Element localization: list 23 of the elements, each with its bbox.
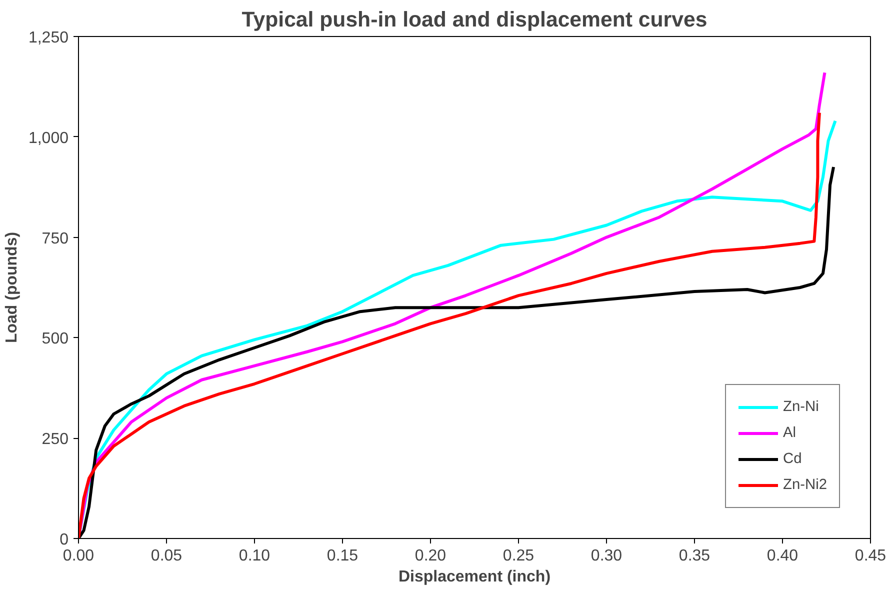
x-tick-label: 0.45 (854, 548, 886, 564)
legend-label: Al (783, 425, 798, 441)
y-tick-label: 500 (42, 330, 69, 348)
legend-label: Zn-Ni (783, 399, 819, 415)
y-tick-label: 250 (42, 431, 69, 448)
x-tick-label: 0.30 (590, 548, 622, 564)
y-tick-label: 0 (60, 532, 69, 548)
x-tick-label: 0.25 (502, 548, 534, 564)
x-tick-label: 0.40 (766, 548, 798, 564)
chart-title: Typical push-in load and displacement curves (242, 8, 708, 32)
x-tick-label: 0.05 (150, 548, 182, 564)
legend-label: Zn-Ni2 (783, 477, 827, 493)
x-tick-label: 0.00 (62, 548, 94, 564)
y-tick-label: 1,250 (28, 30, 69, 46)
y-axis-title: Load (pounds) (3, 232, 20, 344)
legend-label: Cd (783, 451, 803, 467)
x-axis-title: Displacement (inch) (398, 568, 551, 586)
x-tick-label: 0.20 (414, 548, 446, 564)
x-tick-label: 0.35 (678, 548, 710, 564)
x-tick-label: 0.15 (326, 548, 358, 564)
x-tick-label: 0.10 (238, 548, 270, 564)
y-tick-label: 1,000 (28, 130, 69, 147)
y-tick-label: 750 (42, 230, 69, 248)
